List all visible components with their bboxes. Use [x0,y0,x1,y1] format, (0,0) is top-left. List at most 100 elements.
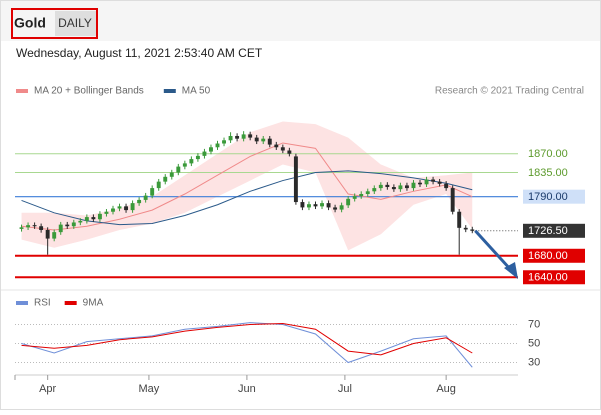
candle-body [104,211,109,214]
forecast-arrow [474,229,513,272]
candle-body [117,206,122,209]
candle-body [339,205,344,210]
candle-body [111,208,115,212]
candle-body [78,220,83,223]
candle-body [274,144,279,148]
candle-body [32,225,37,227]
candle-body [130,203,135,211]
candle-body [97,213,102,220]
candle-body [235,135,240,139]
candle-body [91,217,96,220]
candle-body [372,188,377,192]
candle-body [280,147,285,151]
candle-body [307,204,311,208]
y-tick-label: 30 [528,356,540,368]
candle-body [163,176,168,182]
candle-body [352,196,357,199]
level-box [523,189,585,204]
legend-swatch [163,89,176,93]
candle-body [137,199,142,204]
candle-body [444,183,449,189]
y-tick-label: 70 [528,318,540,330]
header-bar [1,1,600,41]
candle-body [293,156,298,203]
legend-swatch [16,89,28,93]
level-label: 1870.00 [528,148,568,160]
candle-body [52,232,57,239]
candle-body [124,206,129,211]
candle-body [228,135,233,141]
candle-body [287,150,292,154]
legend-label: RSI [34,298,51,309]
legend-label: MA 50 [182,86,211,97]
period[interactable]: DAILY [58,16,92,30]
candle-body [333,207,338,210]
candle-body [143,195,148,200]
candle-body [431,179,436,182]
candle-body [424,179,429,185]
candle-body [300,202,305,208]
candle-body [261,138,266,142]
candle-body [71,222,76,227]
candle-body [320,203,324,207]
x-tick-label: Jul [338,383,352,395]
candle-body [222,140,226,144]
candle-body [404,185,409,189]
candle-body [463,227,468,230]
level-label: 1726.50 [528,225,568,237]
candle-body [437,181,442,184]
candle-body [326,203,331,208]
period-button[interactable] [55,11,96,36]
candle-body [313,204,318,207]
candle-body [359,194,364,197]
level-label: 1640.00 [528,272,568,284]
level-box [523,223,585,238]
candle-body [254,137,259,142]
candle-body [182,163,187,167]
candle-body [411,182,416,189]
candle-body [267,138,272,145]
y-tick-label: 50 [528,337,540,349]
candle-body [176,166,181,173]
credit: Research © 2021 Trading Central [435,86,584,97]
candle-body [84,217,89,221]
candle-body [418,182,422,185]
candle-body [346,198,351,206]
legend-label: 9MA [83,298,104,309]
candle-body [156,181,161,189]
x-tick-label: Apr [39,383,56,395]
candle-body [45,229,50,239]
candle-body [19,227,24,229]
level-label: 1835.00 [528,167,568,179]
level-label: 1790.00 [528,191,568,203]
level-label: 1680.00 [528,250,568,262]
candle-body [215,143,220,148]
candle-body [457,211,462,228]
candle-body [65,224,70,227]
ma-line [21,142,473,231]
symbol: Gold [14,15,46,31]
legend-label: MA 20 + Bollinger Bands [34,86,144,97]
candle-body [150,188,155,196]
timestamp: Wednesday, August 11, 2021 2:53:40 AM CE… [16,46,263,60]
candle-body [26,225,31,228]
candle-body [398,185,403,190]
x-tick-label: May [139,383,160,395]
candle-body [209,147,213,152]
candle-body [195,155,200,160]
indicator-line [21,322,473,368]
candle-body [391,187,396,190]
level-box [523,248,585,263]
highlight-box [11,8,98,39]
candle-body [241,134,246,139]
candle-body [385,184,390,188]
level-box [523,270,585,285]
candle-body [365,191,370,194]
ma-line [21,170,473,226]
candle-body [450,188,455,212]
candle-body [39,226,44,230]
x-tick-label: Aug [436,383,456,395]
candle-body [378,184,383,189]
legend-swatch [16,301,28,305]
